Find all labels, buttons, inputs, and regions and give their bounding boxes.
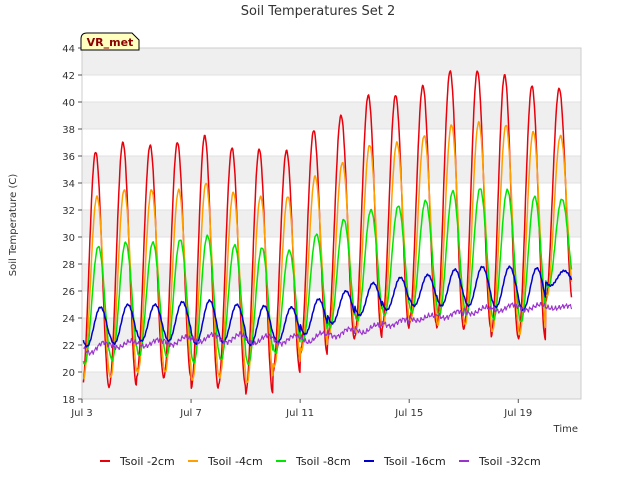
badge-label: VR_met: [87, 36, 134, 49]
legend-item: Tsoil -16cm: [364, 455, 446, 468]
y-tick-label: 26: [62, 287, 75, 298]
series-1: [83, 120, 573, 383]
y-tick-label: 24: [62, 314, 75, 325]
legend-label: Tsoil -4cm: [207, 455, 263, 468]
station-badge: VR_met: [80, 32, 140, 51]
series-4: [83, 301, 573, 356]
series-line: [82, 188, 573, 366]
y-tick-label: 30: [62, 233, 75, 244]
y-tick-label: 32: [62, 206, 75, 217]
legend: Tsoil -2cm Tsoil -4cm Tsoil -8cm Tsoil -16c…: [100, 455, 541, 468]
legend-item: Tsoil -8cm: [276, 455, 351, 468]
y-tick-label: 40: [62, 98, 75, 109]
series-0: [82, 70, 573, 395]
series-3: [82, 265, 573, 348]
x-tick-label: Jul 3: [70, 408, 93, 419]
badge-shape: [80, 32, 140, 51]
y-tick-label: 38: [62, 125, 75, 136]
legend-item: Tsoil -2cm: [100, 455, 175, 468]
series-line: [83, 301, 573, 356]
x-axis-label: Time: [553, 424, 578, 435]
series-line: [82, 70, 573, 395]
y-tick-label: 44: [62, 44, 75, 55]
legend-label: Tsoil -16cm: [383, 455, 446, 468]
y-axis: 18 20 22 24 26 28 30 32 34 36 38 40 42 44: [62, 44, 82, 406]
y-tick-label: 22: [62, 341, 75, 352]
series-2: [82, 188, 573, 366]
series-line: [82, 265, 573, 348]
grid-band: [82, 210, 581, 237]
y-tick-label: 28: [62, 260, 75, 271]
y-tick-label: 42: [62, 71, 75, 82]
x-tick-label: Jul 19: [503, 408, 532, 419]
x-tick-label: Jul 15: [394, 408, 423, 419]
grid-band: [82, 48, 581, 75]
legend-item: Tsoil -32cm: [459, 455, 541, 468]
series-line: [83, 120, 573, 383]
chart-title: Soil Temperatures Set 2: [241, 4, 396, 19]
y-tick-label: 20: [62, 368, 75, 379]
legend-label: Tsoil -8cm: [295, 455, 351, 468]
x-tick-label: Jul 11: [285, 408, 314, 419]
x-axis: Jul 3 Jul 7 Jul 11 Jul 15 Jul 19: [70, 399, 532, 419]
series-layer: [82, 70, 573, 395]
grid-band: [82, 372, 581, 399]
legend-label: Tsoil -2cm: [119, 455, 175, 468]
legend-item: Tsoil -4cm: [188, 455, 263, 468]
y-axis-label: Soil Temperature (C): [8, 174, 19, 277]
grid-band: [82, 102, 581, 129]
x-tick-label: Jul 7: [179, 408, 202, 419]
y-tick-label: 18: [62, 395, 75, 406]
grid-band: [82, 156, 581, 183]
legend-label: Tsoil -32cm: [478, 455, 541, 468]
y-tick-label: 34: [62, 179, 75, 190]
plot-frame: [81, 47, 582, 400]
grid-bands: [82, 48, 581, 400]
y-tick-label: 36: [62, 152, 75, 163]
